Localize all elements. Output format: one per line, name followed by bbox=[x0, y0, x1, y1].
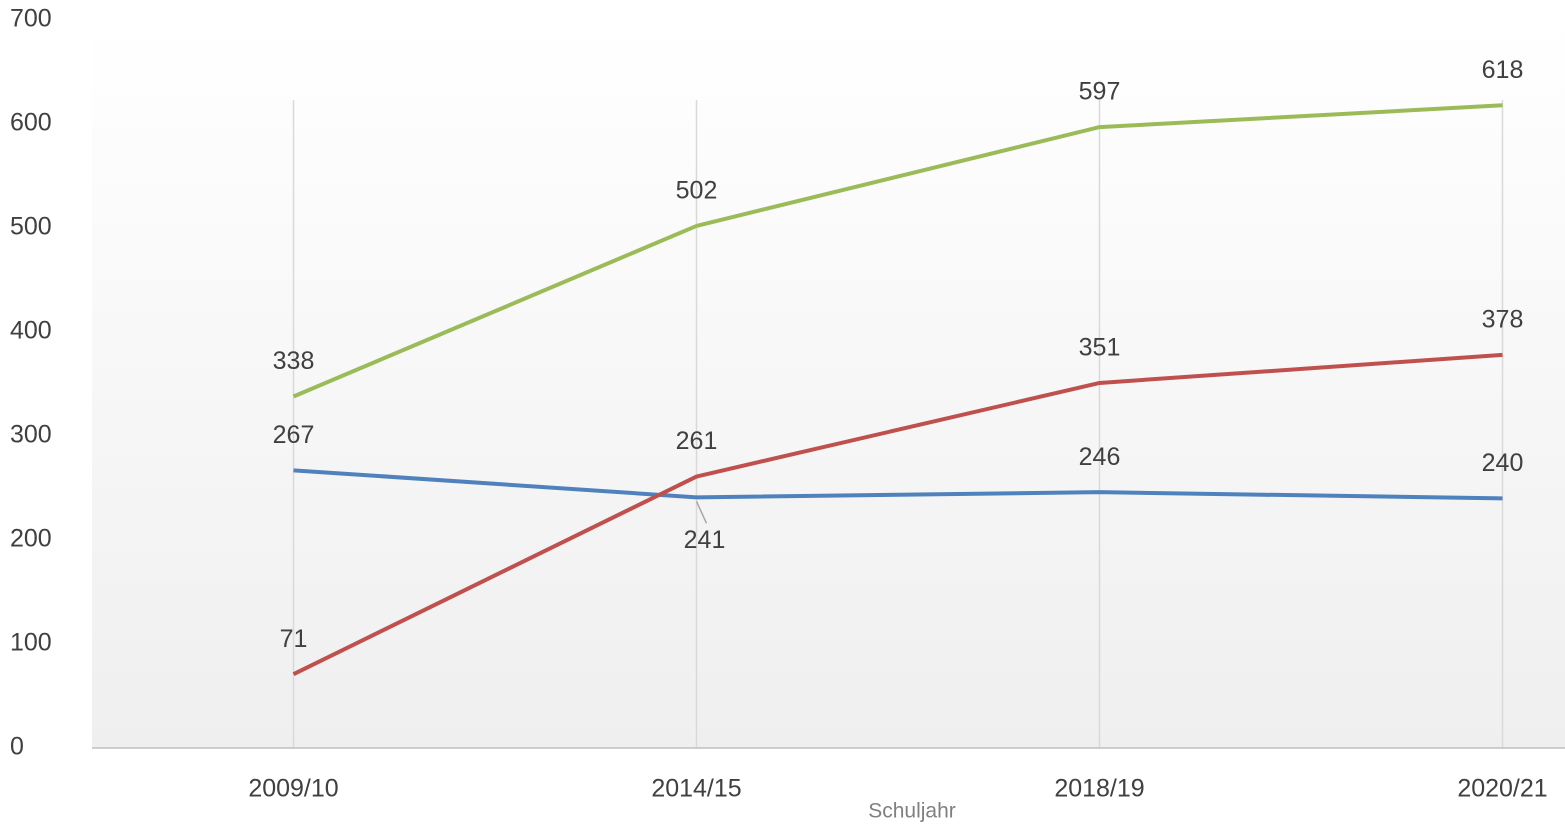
data-label: 597 bbox=[1079, 78, 1121, 106]
data-label: 351 bbox=[1079, 334, 1121, 362]
y-tick-label: 700 bbox=[10, 5, 52, 33]
plot-area bbox=[92, 20, 1565, 748]
x-tick-label: 2020/21 bbox=[1457, 775, 1547, 803]
series-line bbox=[293, 468, 1503, 501]
data-label: 338 bbox=[273, 347, 315, 375]
x-tick-label: 2009/10 bbox=[248, 775, 338, 803]
data-label: 240 bbox=[1482, 449, 1524, 477]
data-label: 241 bbox=[684, 526, 726, 554]
leader-line bbox=[695, 501, 708, 524]
data-label: 246 bbox=[1079, 443, 1121, 471]
y-tick-label: 0 bbox=[10, 733, 24, 761]
x-axis-title: Schuljahr bbox=[868, 800, 956, 823]
x-tick-label: 2018/19 bbox=[1054, 775, 1144, 803]
y-tick-label: 300 bbox=[10, 421, 52, 449]
data-label: 267 bbox=[273, 421, 315, 449]
y-tick-label: 600 bbox=[10, 109, 52, 137]
data-label: 618 bbox=[1482, 56, 1524, 84]
series-line bbox=[292, 352, 1503, 676]
series-line bbox=[292, 103, 1503, 399]
y-tick-label: 500 bbox=[10, 213, 52, 241]
data-label: 71 bbox=[280, 625, 308, 653]
y-tick-label: 100 bbox=[10, 629, 52, 657]
data-label: 261 bbox=[676, 427, 718, 455]
y-tick-label: 400 bbox=[10, 317, 52, 345]
y-tick-label: 200 bbox=[10, 525, 52, 553]
data-label: 502 bbox=[676, 177, 718, 205]
x-tick-label: 2014/15 bbox=[651, 775, 741, 803]
data-label: 378 bbox=[1482, 305, 1524, 333]
